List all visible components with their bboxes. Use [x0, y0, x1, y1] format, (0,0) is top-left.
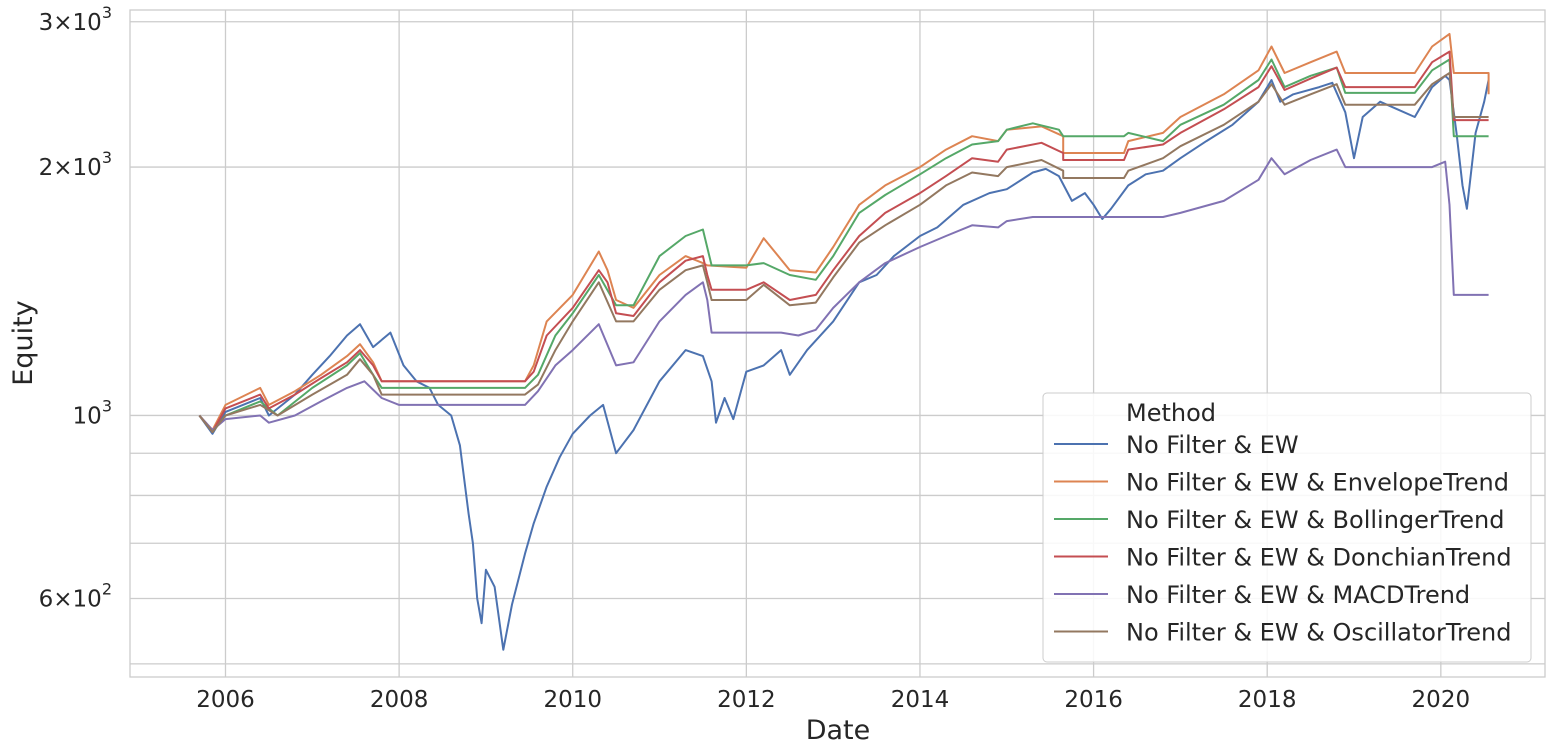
legend-items: No Filter & EW No Filter & EW & EnvelopeT… — [1054, 431, 1512, 647]
series-line-3 — [198, 58, 1489, 433]
x-tick-label: 2020 — [1412, 687, 1471, 713]
x-tick-label: 2014 — [891, 687, 950, 713]
x-tick-label: 2018 — [1238, 687, 1297, 713]
y-tick-exponent: 3 — [102, 148, 112, 167]
series-lines — [198, 32, 1490, 651]
series-line-5 — [198, 148, 1489, 432]
x-tick-label: 2012 — [717, 687, 776, 713]
y-tick-label: 103 — [73, 396, 112, 429]
series-line-2 — [198, 32, 1490, 432]
legend-label: No Filter & EW & BollingerTrend — [1126, 506, 1504, 534]
y-tick-label: 3×103 — [39, 3, 112, 36]
y-tick-label: 6×102 — [39, 580, 112, 613]
y-tick-mantissa: 6 — [39, 587, 54, 613]
x-tick-label: 2010 — [543, 687, 602, 713]
y-tick-exponent: 3 — [102, 396, 112, 415]
y-axis-label: Equity — [8, 300, 39, 385]
x-tick-label: 2008 — [370, 687, 429, 713]
y-tick-exponent: 2 — [102, 580, 112, 599]
y-tick-times: × — [53, 587, 72, 613]
x-tick-label: 2016 — [1064, 687, 1123, 713]
legend-box — [1042, 392, 1532, 663]
y-tick-base: 10 — [73, 155, 102, 181]
y-tick-base: 10 — [73, 403, 102, 429]
legend-label: No Filter & EW & MACDTrend — [1126, 581, 1470, 609]
y-tick-base: 10 — [73, 587, 102, 613]
y-tick-mantissa: 2 — [39, 155, 54, 181]
y-tick-times: × — [53, 155, 72, 181]
legend-label: No Filter & EW & OscillatorTrend — [1126, 619, 1512, 647]
y-tick-exponent: 3 — [102, 3, 112, 22]
series-line-6 — [198, 72, 1489, 433]
plot-frame — [129, 9, 1546, 678]
series-line-4 — [198, 50, 1489, 433]
legend-title: Method — [1126, 399, 1216, 427]
legend: Method No Filter & EW No Filter & EW & En… — [1042, 392, 1532, 663]
x-axis-label: Date — [806, 715, 871, 746]
y-tick-label: 2×103 — [39, 148, 112, 181]
legend-label: No Filter & EW & DonchianTrend — [1126, 544, 1512, 572]
legend-label: No Filter & EW — [1126, 431, 1299, 459]
x-axis-ticks: 2006 2008 2010 2012 2014 2016 2018 2020 — [196, 687, 1470, 713]
legend-label: No Filter & EW & EnvelopeTrend — [1126, 469, 1509, 497]
y-tick-base: 10 — [73, 10, 102, 36]
y-tick-mantissa: 3 — [39, 10, 54, 36]
x-tick-label: 2006 — [196, 687, 255, 713]
y-tick-times: × — [53, 10, 72, 36]
